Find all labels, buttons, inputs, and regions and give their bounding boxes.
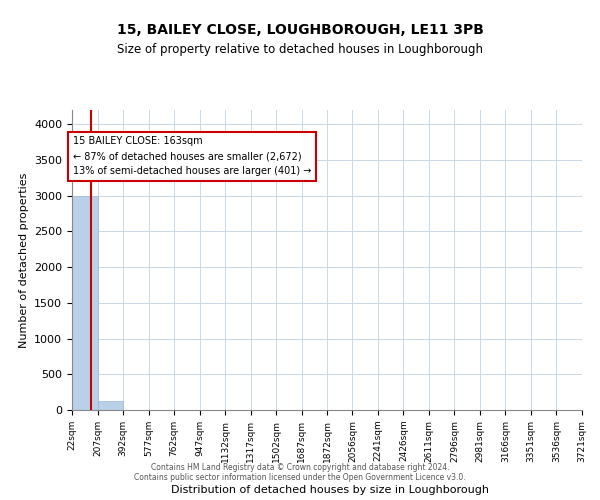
Text: Contains HM Land Registry data © Crown copyright and database right 2024.
Contai: Contains HM Land Registry data © Crown c… [134,462,466,482]
Text: 15, BAILEY CLOSE, LOUGHBOROUGH, LE11 3PB: 15, BAILEY CLOSE, LOUGHBOROUGH, LE11 3PB [116,22,484,36]
Y-axis label: Number of detached properties: Number of detached properties [19,172,29,348]
Bar [72,196,98,410]
Text: 15 BAILEY CLOSE: 163sqm
← 87% of detached houses are smaller (2,672)
13% of semi: 15 BAILEY CLOSE: 163sqm ← 87% of detache… [73,136,311,176]
Text: Distribution of detached houses by size in Loughborough: Distribution of detached houses by size … [171,485,489,495]
Bar [98,402,123,410]
Text: Size of property relative to detached houses in Loughborough: Size of property relative to detached ho… [117,42,483,56]
